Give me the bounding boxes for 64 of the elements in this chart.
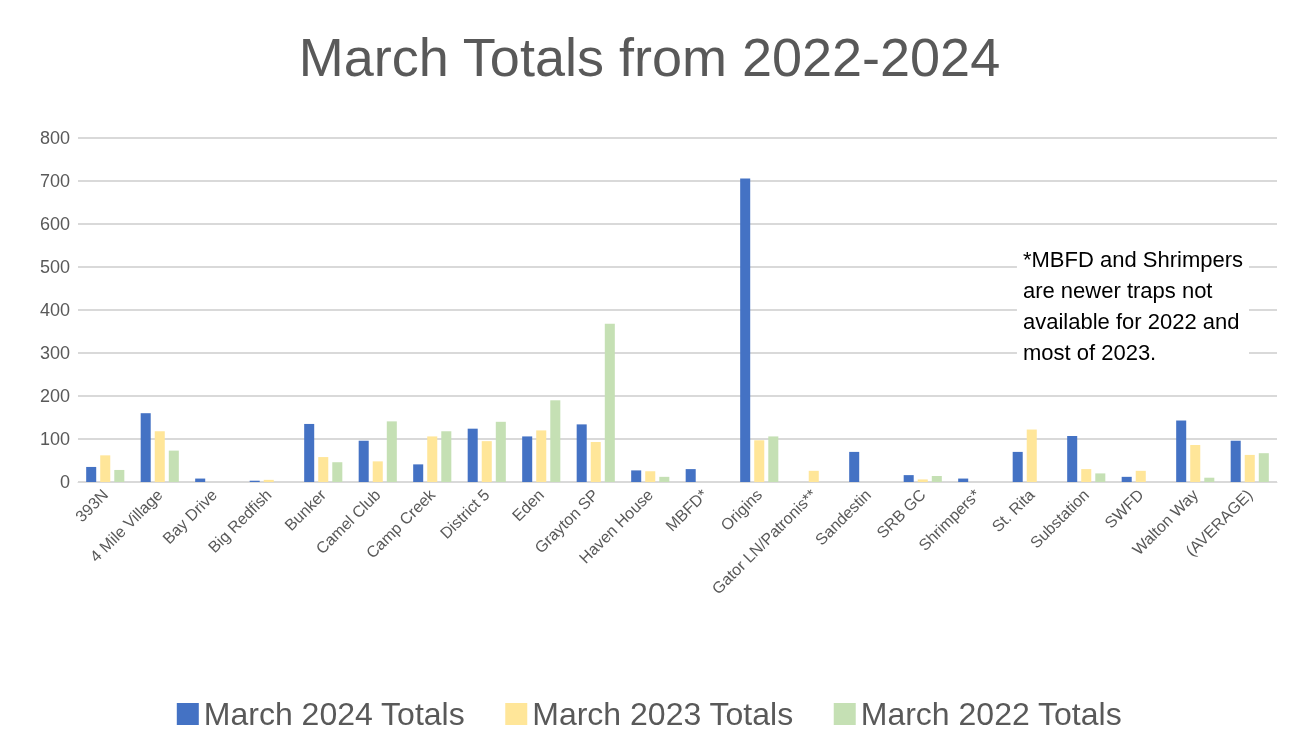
- bar: [849, 451, 860, 482]
- bar: [604, 323, 615, 482]
- y-tick-label: 700: [39, 171, 70, 191]
- legend-label: March 2024 Totals: [203, 696, 465, 732]
- bar: [1121, 476, 1132, 482]
- bar: [550, 400, 561, 482]
- y-tick-label: 0: [59, 472, 70, 492]
- bar: [536, 430, 547, 482]
- bar: [114, 469, 125, 482]
- bar: [332, 462, 343, 482]
- bar: [1204, 477, 1215, 482]
- bar: [631, 470, 642, 482]
- y-tick-label: 100: [39, 429, 70, 449]
- bar: [140, 413, 151, 482]
- bar: [768, 436, 779, 482]
- bar: [86, 466, 97, 482]
- bar: [645, 471, 656, 482]
- legend-label: March 2022 Totals: [860, 696, 1122, 732]
- bar: [481, 441, 492, 482]
- bar: [263, 479, 274, 482]
- bar: [1258, 453, 1269, 482]
- y-tick-label: 500: [39, 257, 70, 277]
- bar: [304, 423, 315, 482]
- bar: [754, 440, 765, 482]
- y-tick-label: 200: [39, 386, 70, 406]
- bar: [590, 442, 601, 482]
- bar: [1176, 420, 1187, 482]
- bar: [168, 450, 179, 482]
- bar: [808, 470, 819, 482]
- bar: [358, 440, 369, 482]
- y-tick-label: 600: [39, 214, 70, 234]
- bar: [441, 431, 452, 482]
- y-tick-label: 300: [39, 343, 70, 363]
- bar: [1190, 445, 1201, 482]
- bar: [154, 431, 165, 482]
- y-tick-label: 800: [39, 128, 70, 148]
- bar: [931, 475, 942, 482]
- bar: [100, 455, 111, 482]
- bar: [685, 469, 696, 482]
- bar: [1244, 454, 1255, 482]
- chart-title: March Totals from 2022-2024: [298, 27, 1001, 87]
- bar: [576, 424, 587, 482]
- bar: [1081, 469, 1092, 482]
- bar: [495, 421, 506, 482]
- y-tick-label: 400: [39, 300, 70, 320]
- bar: [1095, 473, 1106, 482]
- bar: [386, 421, 397, 482]
- annotation: *MBFD and Shrimpers are newer traps not available for 2022 and most of 2023.: [1022, 247, 1244, 365]
- bar: [917, 479, 928, 482]
- bar: [1067, 435, 1078, 482]
- bar: [427, 436, 438, 482]
- bar: [372, 461, 383, 482]
- bar: [740, 178, 751, 482]
- bar: [413, 464, 424, 482]
- bar: [1135, 470, 1146, 482]
- bar: [659, 476, 670, 482]
- bar: [318, 457, 329, 482]
- bar: [467, 428, 478, 482]
- bar: [1012, 451, 1023, 482]
- bar: [1026, 429, 1037, 482]
- bar: [903, 475, 914, 482]
- bar: [1230, 440, 1241, 482]
- legend-label: March 2023 Totals: [532, 696, 794, 732]
- bar: [522, 436, 533, 482]
